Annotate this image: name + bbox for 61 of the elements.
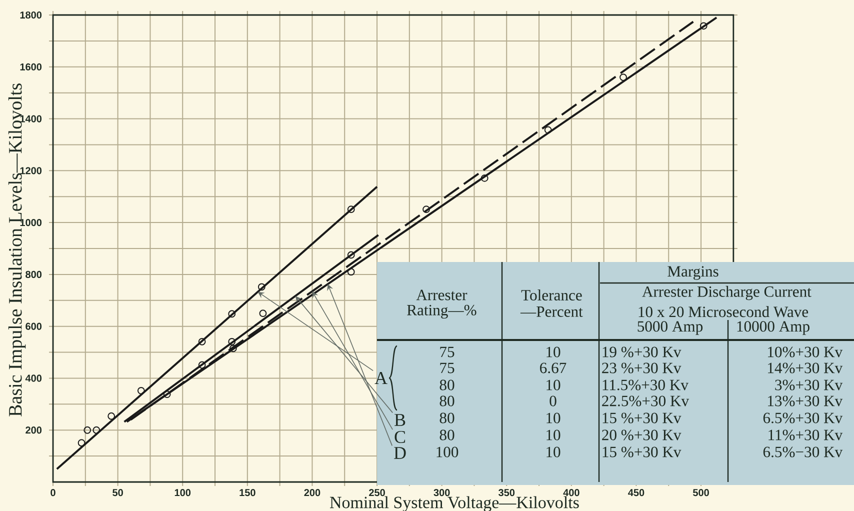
annotation: 80: [440, 430, 454, 440]
annotation: 75: [440, 362, 454, 374]
text: 10000 Amp: [737, 321, 810, 335]
x-tick-label: 250: [369, 489, 385, 496]
x-tick-label: 50: [112, 489, 123, 496]
annotation: 80: [440, 396, 454, 406]
annotation: 0: [550, 396, 556, 406]
annotation: Margins: [668, 266, 718, 280]
x-tick-label: 450: [628, 489, 644, 496]
y-tick-label: 1000: [20, 219, 42, 226]
annotation: 6.67: [540, 362, 566, 374]
text: 6.5%+30 Kv: [763, 412, 843, 424]
y-tick-label: 1400: [20, 115, 42, 122]
annotation: Arrester: [416, 290, 468, 300]
annotation: 10: [546, 430, 560, 440]
x-tick-label: 200: [304, 489, 320, 496]
annotation: 100: [436, 446, 458, 458]
annotation: Tolerance: [521, 290, 582, 300]
text: 6.5%−30 Kv: [763, 446, 843, 458]
y-tick-label: 400: [25, 374, 42, 382]
annotation: 15 %+30 Kv: [602, 412, 682, 424]
y-tick-label: 600: [26, 322, 42, 330]
text: 14%+30 Kv: [768, 362, 843, 374]
annotation: Arrester Discharge Current: [642, 286, 812, 300]
text: 3%+30 Kv: [775, 380, 843, 390]
annotation: 20 %+30 Kv: [602, 430, 682, 440]
annotation: 19 %+30 Kv: [602, 346, 682, 358]
x-tick-label: 350: [498, 489, 515, 496]
annotation: 75: [440, 346, 454, 358]
annotation: B: [394, 414, 406, 426]
y-tick-label: 800: [26, 270, 42, 278]
x-tick-label: 400: [563, 489, 580, 496]
annotation: A: [374, 372, 388, 384]
annotation: 10: [546, 380, 560, 390]
y-tick-label: 1600: [20, 63, 42, 70]
annotation: —Percent: [520, 306, 583, 317]
x-tick-label: 300: [434, 489, 450, 496]
annotation: C: [394, 430, 406, 444]
x-tick-label: 150: [240, 489, 256, 496]
annotation: 22.5%+30 Kv: [602, 396, 690, 406]
annotation: Rating—%: [407, 304, 476, 319]
y-tick-label: 1200: [20, 167, 42, 174]
x-tick-label: 500: [692, 489, 709, 496]
text: 13%+30 Kv: [768, 396, 843, 406]
annotation: 11.5%+30 Kv: [602, 380, 688, 390]
y-tick-label: 200: [26, 426, 42, 434]
text: 11%+30 Kv: [768, 430, 843, 440]
annotation: 10: [546, 412, 560, 424]
x-tick-label: 0: [50, 489, 56, 496]
annotation: 15 %+30 Kv: [602, 446, 682, 458]
annotation: 80: [440, 412, 454, 424]
annotation: 10: [546, 346, 560, 358]
annotation: 23 %+30 Kv: [602, 362, 682, 374]
annotation: 80: [440, 380, 454, 390]
annotation: D: [394, 447, 406, 459]
annotation: 10: [546, 446, 560, 458]
y-tick-label: 1800: [20, 11, 42, 19]
x-tick-label: 100: [174, 489, 191, 496]
text: 10%+30 Kv: [768, 346, 843, 358]
annotation: 10 x 20 Microsecond Wave: [638, 306, 808, 318]
annotation: 5000 Amp: [638, 321, 703, 335]
